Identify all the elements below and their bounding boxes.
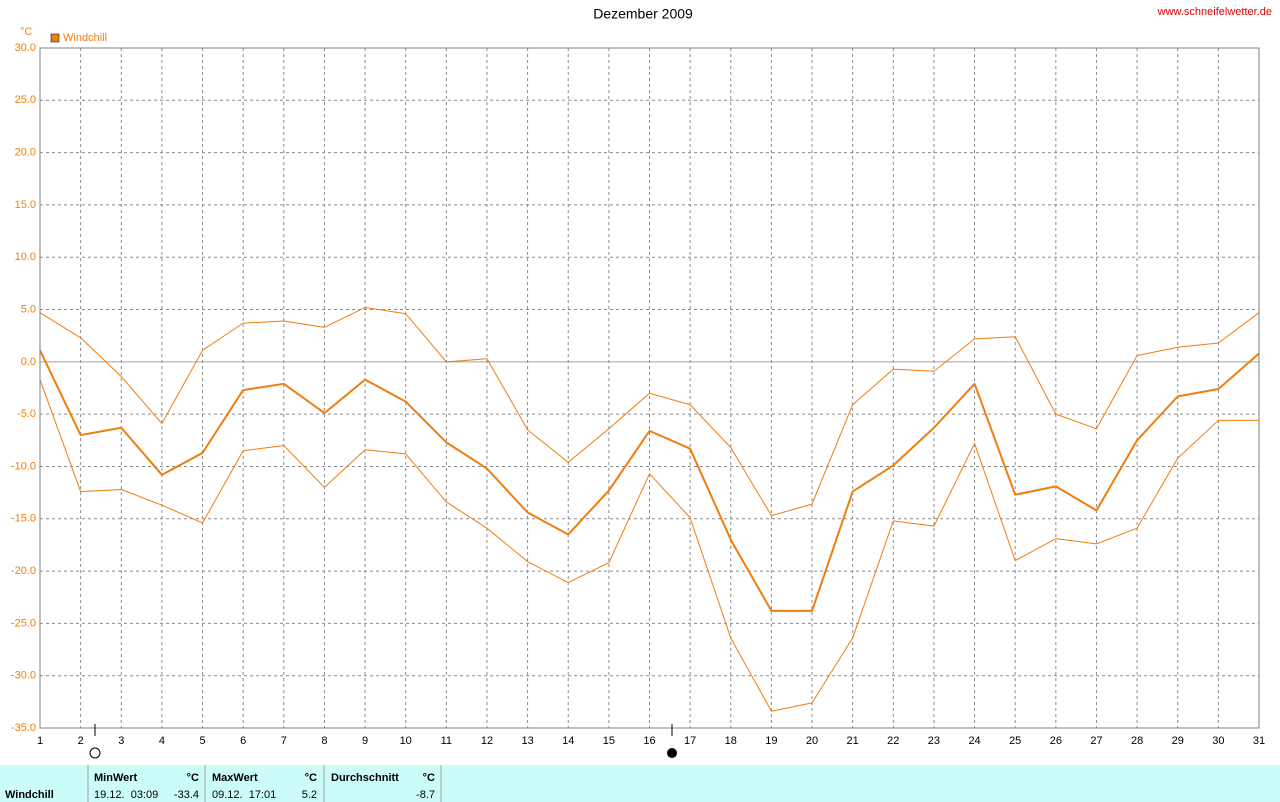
x-tick-label: 2 bbox=[78, 735, 84, 747]
x-tick-label: 28 bbox=[1131, 735, 1143, 747]
column-header: MaxWert bbox=[212, 772, 258, 784]
column-time: 09.12. 17:01 bbox=[212, 789, 276, 801]
x-tick-label: 8 bbox=[321, 735, 327, 747]
new-moon-icon bbox=[667, 748, 677, 758]
x-tick-label: 13 bbox=[521, 735, 533, 747]
plot-frame bbox=[39, 47, 1260, 729]
x-tick-label: 7 bbox=[281, 735, 287, 747]
x-tick-label: 24 bbox=[968, 735, 980, 747]
x-tick-label: 1 bbox=[37, 735, 43, 747]
x-tick-label: 9 bbox=[362, 735, 368, 747]
x-tick-label: 16 bbox=[643, 735, 655, 747]
legend-label: Windchill bbox=[63, 32, 107, 44]
y-tick-label: -25.0 bbox=[11, 617, 36, 629]
legend-swatch bbox=[50, 33, 60, 43]
x-tick-label: 31 bbox=[1253, 735, 1265, 747]
y-tick-label: -35.0 bbox=[11, 722, 36, 734]
x-tick-label: 18 bbox=[725, 735, 737, 747]
column-value: -8.7 bbox=[416, 789, 435, 801]
full-moon-icon bbox=[89, 747, 101, 759]
series-line bbox=[39, 379, 1259, 712]
y-tick-label: -30.0 bbox=[11, 670, 36, 682]
y-tick-label: -10.0 bbox=[11, 460, 36, 472]
column-unit: °C bbox=[423, 772, 435, 784]
column-unit: °C bbox=[187, 772, 199, 784]
x-tick-label: 30 bbox=[1212, 735, 1224, 747]
summary-band bbox=[0, 765, 1280, 802]
x-tick-label: 20 bbox=[806, 735, 818, 747]
x-tick-label: 27 bbox=[1090, 735, 1102, 747]
series-line bbox=[39, 306, 1260, 517]
x-tick-label: 6 bbox=[240, 735, 246, 747]
series-line bbox=[39, 349, 1260, 612]
source: www.schneifelwetter.de bbox=[1157, 6, 1272, 18]
x-tick-label: 19 bbox=[765, 735, 777, 747]
column-value: -33.4 bbox=[174, 789, 199, 801]
y-tick-label: 5.0 bbox=[21, 303, 36, 315]
column-header: MinWert bbox=[94, 772, 138, 784]
x-tick-label: 14 bbox=[562, 735, 574, 747]
x-tick-label: 15 bbox=[603, 735, 615, 747]
column-value: 5.2 bbox=[302, 789, 317, 801]
column-unit: °C bbox=[305, 772, 317, 784]
x-tick-label: 26 bbox=[1050, 735, 1062, 747]
y-tick-label: 30.0 bbox=[15, 42, 36, 54]
x-tick-label: 3 bbox=[118, 735, 124, 747]
x-tick-label: 4 bbox=[159, 735, 165, 747]
x-tick-label: 21 bbox=[847, 735, 859, 747]
x-tick-label: 10 bbox=[400, 735, 412, 747]
x-tick-label: 23 bbox=[928, 735, 940, 747]
y-tick-label: 25.0 bbox=[15, 94, 36, 106]
y-tick-label: 0.0 bbox=[21, 356, 36, 368]
column-time: 19.12. 03:09 bbox=[94, 789, 158, 801]
y-tick-label: -20.0 bbox=[11, 565, 36, 577]
plot: 30.0 25.0 20.0 15.0 10.0 5.0 0.0 -5.0 -10.0 -15.0… bbox=[11, 42, 1265, 747]
y-tick-label: 15.0 bbox=[15, 199, 36, 211]
x-tick-label: 29 bbox=[1172, 735, 1184, 747]
y-tick-label: 10.0 bbox=[15, 251, 36, 263]
chart-title: Dezember 2009 bbox=[593, 6, 693, 22]
x-tick-label: 5 bbox=[199, 735, 205, 747]
x-tick-label: 22 bbox=[887, 735, 899, 747]
y-tick-label: 20.0 bbox=[15, 147, 36, 159]
summary-table: Windchill MinWert °C 19.12. 03:09 -33.4 … bbox=[5, 765, 442, 802]
y-axis-label: °C bbox=[20, 26, 32, 38]
x-tick-label: 12 bbox=[481, 735, 493, 747]
summary-label: Windchill bbox=[5, 789, 54, 801]
x-tick-label: 25 bbox=[1009, 735, 1021, 747]
x-tick-label: 17 bbox=[684, 735, 696, 747]
x-tick-label: 11 bbox=[441, 735, 452, 747]
y-tick-label: -5.0 bbox=[17, 408, 36, 420]
column-header: Durchschnitt bbox=[331, 772, 399, 784]
y-tick-label: -15.0 bbox=[11, 513, 36, 525]
